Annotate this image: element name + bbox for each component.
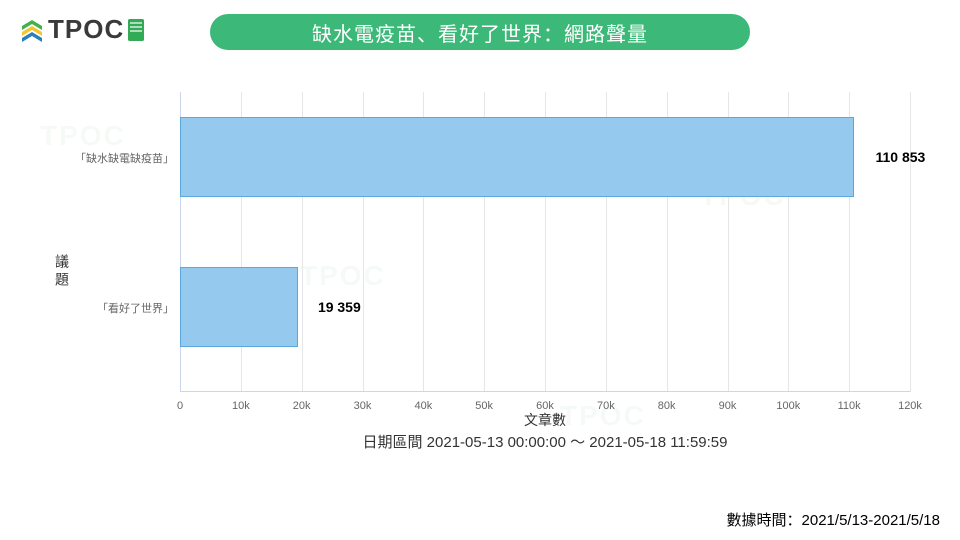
plot-region: 010k20k30k40k50k60k70k80k90k100k110k120k… xyxy=(180,92,910,422)
logo-mark-icon xyxy=(18,16,46,44)
category-label: 「缺水缺電缺疫苗」 xyxy=(64,150,174,166)
x-tick-label: 50k xyxy=(475,400,493,412)
x-tick-label: 10k xyxy=(232,400,250,412)
category-label: 「看好了世界」 xyxy=(64,300,174,316)
x-tick-label: 80k xyxy=(658,400,676,412)
x-tick-label: 90k xyxy=(719,400,737,412)
x-tick-label: 110k xyxy=(838,400,861,412)
chart-title: 缺水電疫苗、看好了世界：網路聲量 xyxy=(210,14,750,50)
gridline xyxy=(910,92,911,392)
x-tick-label: 100k xyxy=(776,400,800,412)
x-tick-label: 0 xyxy=(177,400,183,412)
x-tick-label: 40k xyxy=(414,400,432,412)
bar-series-0: 110 853 xyxy=(180,117,854,197)
x-tick-label: 70k xyxy=(597,400,615,412)
logo: TPOC xyxy=(18,14,144,45)
logo-text: TPOC xyxy=(48,14,124,45)
bar-value-label: 19 359 xyxy=(318,299,361,315)
bar-series-1: 19 359 xyxy=(180,267,298,347)
logo-badge-icon xyxy=(128,19,144,41)
chart-area: 議題 「缺水缺電缺疫苗」 「看好了世界」 010k20k30k40k50k60k… xyxy=(60,72,940,472)
bar-value-label: 110 853 xyxy=(876,149,926,165)
x-axis-title: 文章數 xyxy=(524,410,566,430)
chart-subtitle: 日期區間 2021-05-13 00:00:00 ～ 2021-05-18 11… xyxy=(363,431,728,452)
x-axis-line xyxy=(180,391,910,392)
page-root: TPOC TPOC TPOC TPOC TPOC 缺水電疫苗、看好了世界：網路聲… xyxy=(0,0,960,540)
x-tick-label: 30k xyxy=(354,400,372,412)
x-tick-label: 20k xyxy=(293,400,311,412)
footer-data-time: 數據時間：2021/5/13-2021/5/18 xyxy=(727,509,940,530)
y-axis-title: 議題 xyxy=(52,254,72,290)
x-tick-label: 120k xyxy=(898,400,922,412)
